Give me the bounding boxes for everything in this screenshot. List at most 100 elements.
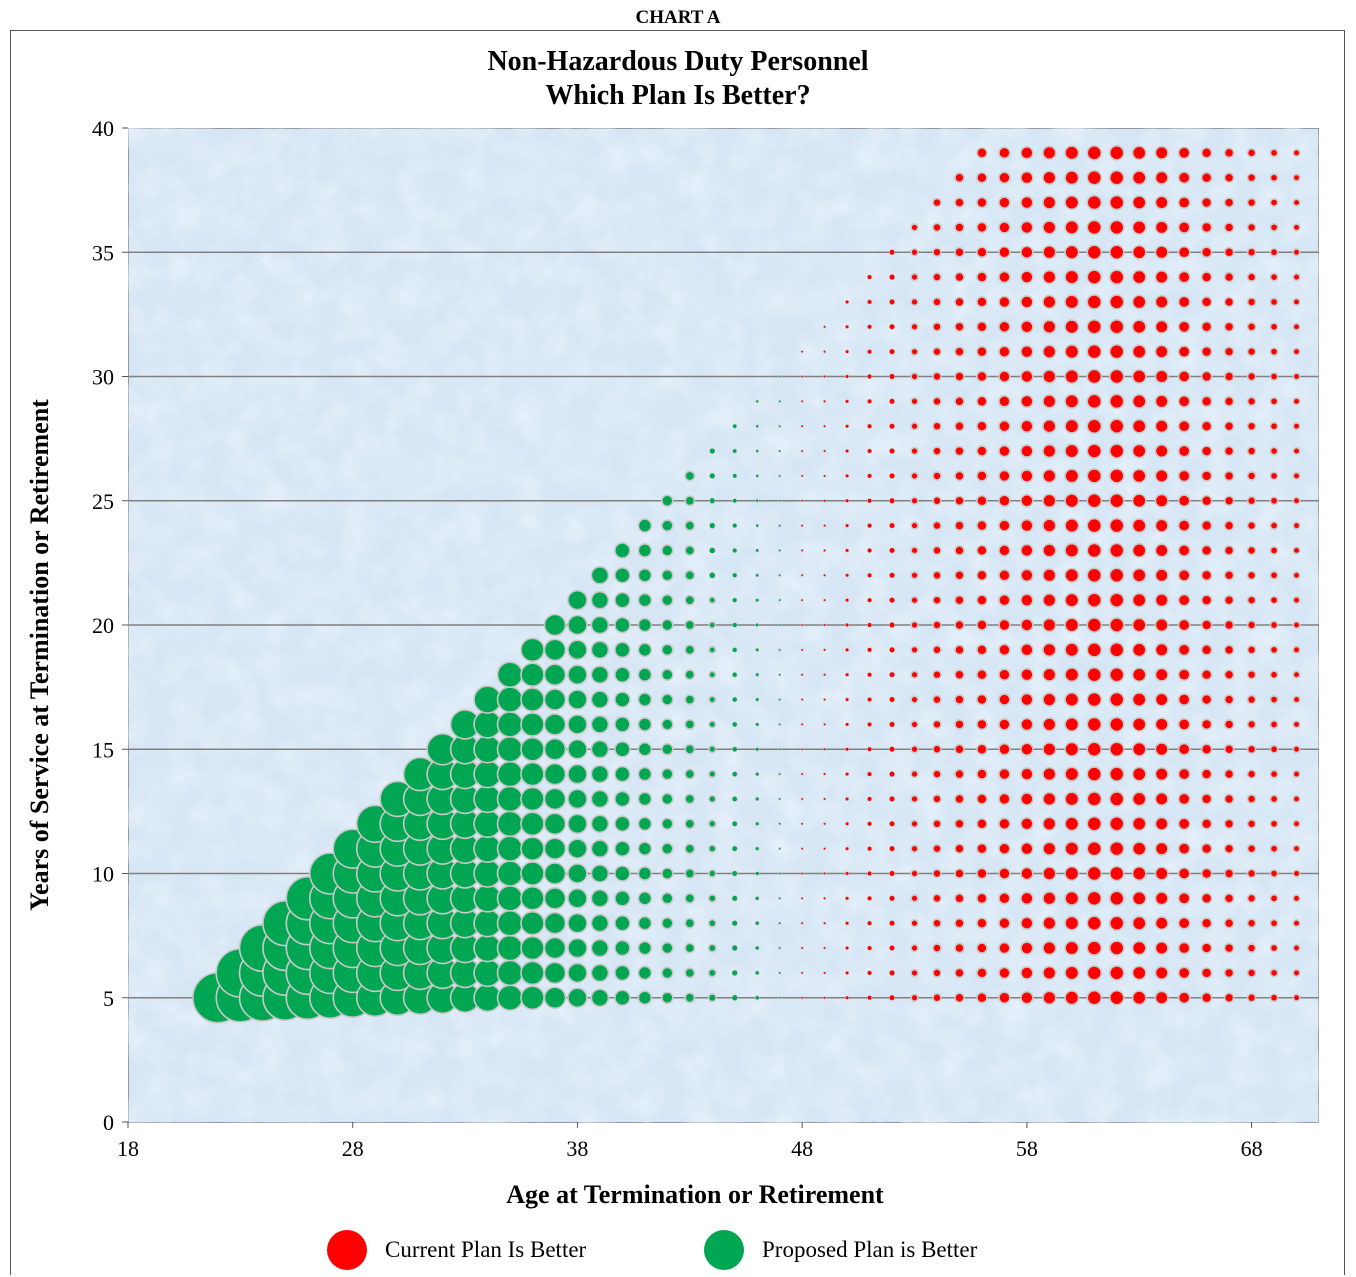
bubble-current-plan xyxy=(1292,645,1301,654)
bubble-current-plan xyxy=(1042,916,1057,931)
bubble-proposed-plan xyxy=(755,896,760,901)
bubble-current-plan xyxy=(1020,270,1034,284)
bubble-current-plan xyxy=(1131,890,1147,906)
bubble-current-plan xyxy=(932,620,942,630)
bubble-current-plan xyxy=(998,345,1011,358)
bubble-current-plan xyxy=(1086,294,1103,310)
bubble-current-plan xyxy=(1200,370,1213,383)
bubble-current-plan xyxy=(1269,222,1279,232)
bubble-current-plan xyxy=(845,647,850,652)
bubble-current-plan xyxy=(845,324,850,329)
x-tick-label: 18 xyxy=(117,1136,139,1161)
bubble-current-plan xyxy=(867,324,873,330)
bubble-proposed-plan xyxy=(543,812,567,836)
bubble-current-plan xyxy=(1020,469,1034,483)
bubble-current-plan xyxy=(1269,546,1279,555)
bubble-current-plan xyxy=(932,918,942,929)
bubble-proposed-plan xyxy=(778,946,782,950)
bubble-proposed-plan xyxy=(708,621,717,629)
bubble-current-plan xyxy=(867,846,873,852)
bubble-current-plan xyxy=(1064,841,1080,857)
bubble-current-plan xyxy=(1292,521,1301,530)
bubble-current-plan xyxy=(1020,518,1034,533)
bubble-current-plan xyxy=(910,347,919,356)
bubble-current-plan xyxy=(910,372,919,381)
bubble-current-plan xyxy=(932,769,942,779)
bubble-proposed-plan xyxy=(590,690,610,709)
bubble-current-plan xyxy=(1200,793,1213,805)
bubble-current-plan xyxy=(998,221,1011,234)
bubble-current-plan xyxy=(1223,545,1235,556)
bubble-proposed-plan xyxy=(637,741,653,757)
bubble-current-plan xyxy=(1246,620,1257,630)
bubble-current-plan xyxy=(1200,271,1213,283)
bubble-current-plan xyxy=(1086,840,1103,857)
bubble-current-plan xyxy=(1269,893,1279,903)
bubble-proposed-plan xyxy=(707,993,717,1003)
bubble-current-plan xyxy=(1086,965,1103,981)
bubble-proposed-plan xyxy=(661,767,674,781)
bubble-proposed-plan xyxy=(708,720,717,729)
legend-item-current: Current Plan Is Better xyxy=(327,1228,586,1272)
bubble-current-plan xyxy=(932,893,942,904)
bubble-current-plan xyxy=(888,572,896,579)
bubble-current-plan xyxy=(845,672,850,677)
bubble-proposed-plan xyxy=(731,845,738,852)
bubble-current-plan xyxy=(954,296,965,308)
bubble-current-plan xyxy=(1269,869,1279,878)
bubble-current-plan xyxy=(954,197,965,208)
bubble-current-plan xyxy=(998,817,1011,831)
bubble-current-plan xyxy=(1020,667,1034,682)
bubble-current-plan xyxy=(1064,468,1080,484)
bubble-current-plan xyxy=(1064,393,1080,409)
bubble-current-plan xyxy=(1200,892,1213,905)
bubble-current-plan xyxy=(998,767,1011,781)
bubble-current-plan xyxy=(1042,170,1057,185)
bubble-current-plan xyxy=(1042,592,1057,608)
bubble-current-plan xyxy=(1064,890,1080,906)
bubble-proposed-plan xyxy=(684,868,696,879)
bubble-current-plan xyxy=(1154,319,1169,334)
bubble-current-plan xyxy=(932,222,942,233)
bubble-current-plan xyxy=(998,320,1011,334)
bubble-current-plan xyxy=(800,722,804,726)
bubble-current-plan xyxy=(1131,716,1147,732)
bubble-proposed-plan xyxy=(684,694,696,705)
bubble-current-plan xyxy=(1064,344,1080,360)
bubble-current-plan xyxy=(1020,593,1034,607)
bubble-current-plan xyxy=(1020,419,1034,434)
bubble-current-plan xyxy=(1108,219,1125,236)
bubble-proposed-plan xyxy=(755,821,760,826)
bubble-current-plan xyxy=(1246,794,1257,804)
chart-label: CHART A xyxy=(635,7,721,28)
bubble-current-plan xyxy=(1177,394,1191,408)
bubble-current-plan xyxy=(1064,915,1080,931)
bubble-current-plan xyxy=(1108,542,1125,559)
bubble-current-plan xyxy=(1200,395,1213,408)
bubble-proposed-plan xyxy=(778,971,782,975)
bubble-current-plan xyxy=(932,272,942,282)
bubble-current-plan xyxy=(800,946,804,950)
bubble-current-plan xyxy=(1246,321,1257,332)
bubble-current-plan xyxy=(1223,197,1235,208)
bubble-current-plan xyxy=(1292,248,1301,257)
bubble-current-plan xyxy=(845,945,850,951)
bubble-current-plan xyxy=(1131,418,1147,434)
bubble-current-plan xyxy=(1108,592,1125,608)
bubble-proposed-plan xyxy=(520,836,545,861)
bubble-current-plan xyxy=(888,298,896,306)
y-tick-label: 10 xyxy=(92,862,114,887)
bubble-current-plan xyxy=(1292,422,1301,431)
bubble-current-plan xyxy=(1086,418,1103,435)
bubble-current-plan xyxy=(954,172,965,183)
bubble-current-plan xyxy=(1064,219,1080,235)
bubble-current-plan xyxy=(976,221,988,234)
bubble-current-plan xyxy=(910,471,919,481)
bubble-current-plan xyxy=(823,499,827,503)
bubble-proposed-plan xyxy=(732,423,738,429)
bubble-current-plan xyxy=(1108,194,1125,211)
bubble-current-plan xyxy=(1154,543,1169,558)
bubble-proposed-plan xyxy=(637,592,653,608)
bubble-current-plan xyxy=(1086,517,1103,534)
